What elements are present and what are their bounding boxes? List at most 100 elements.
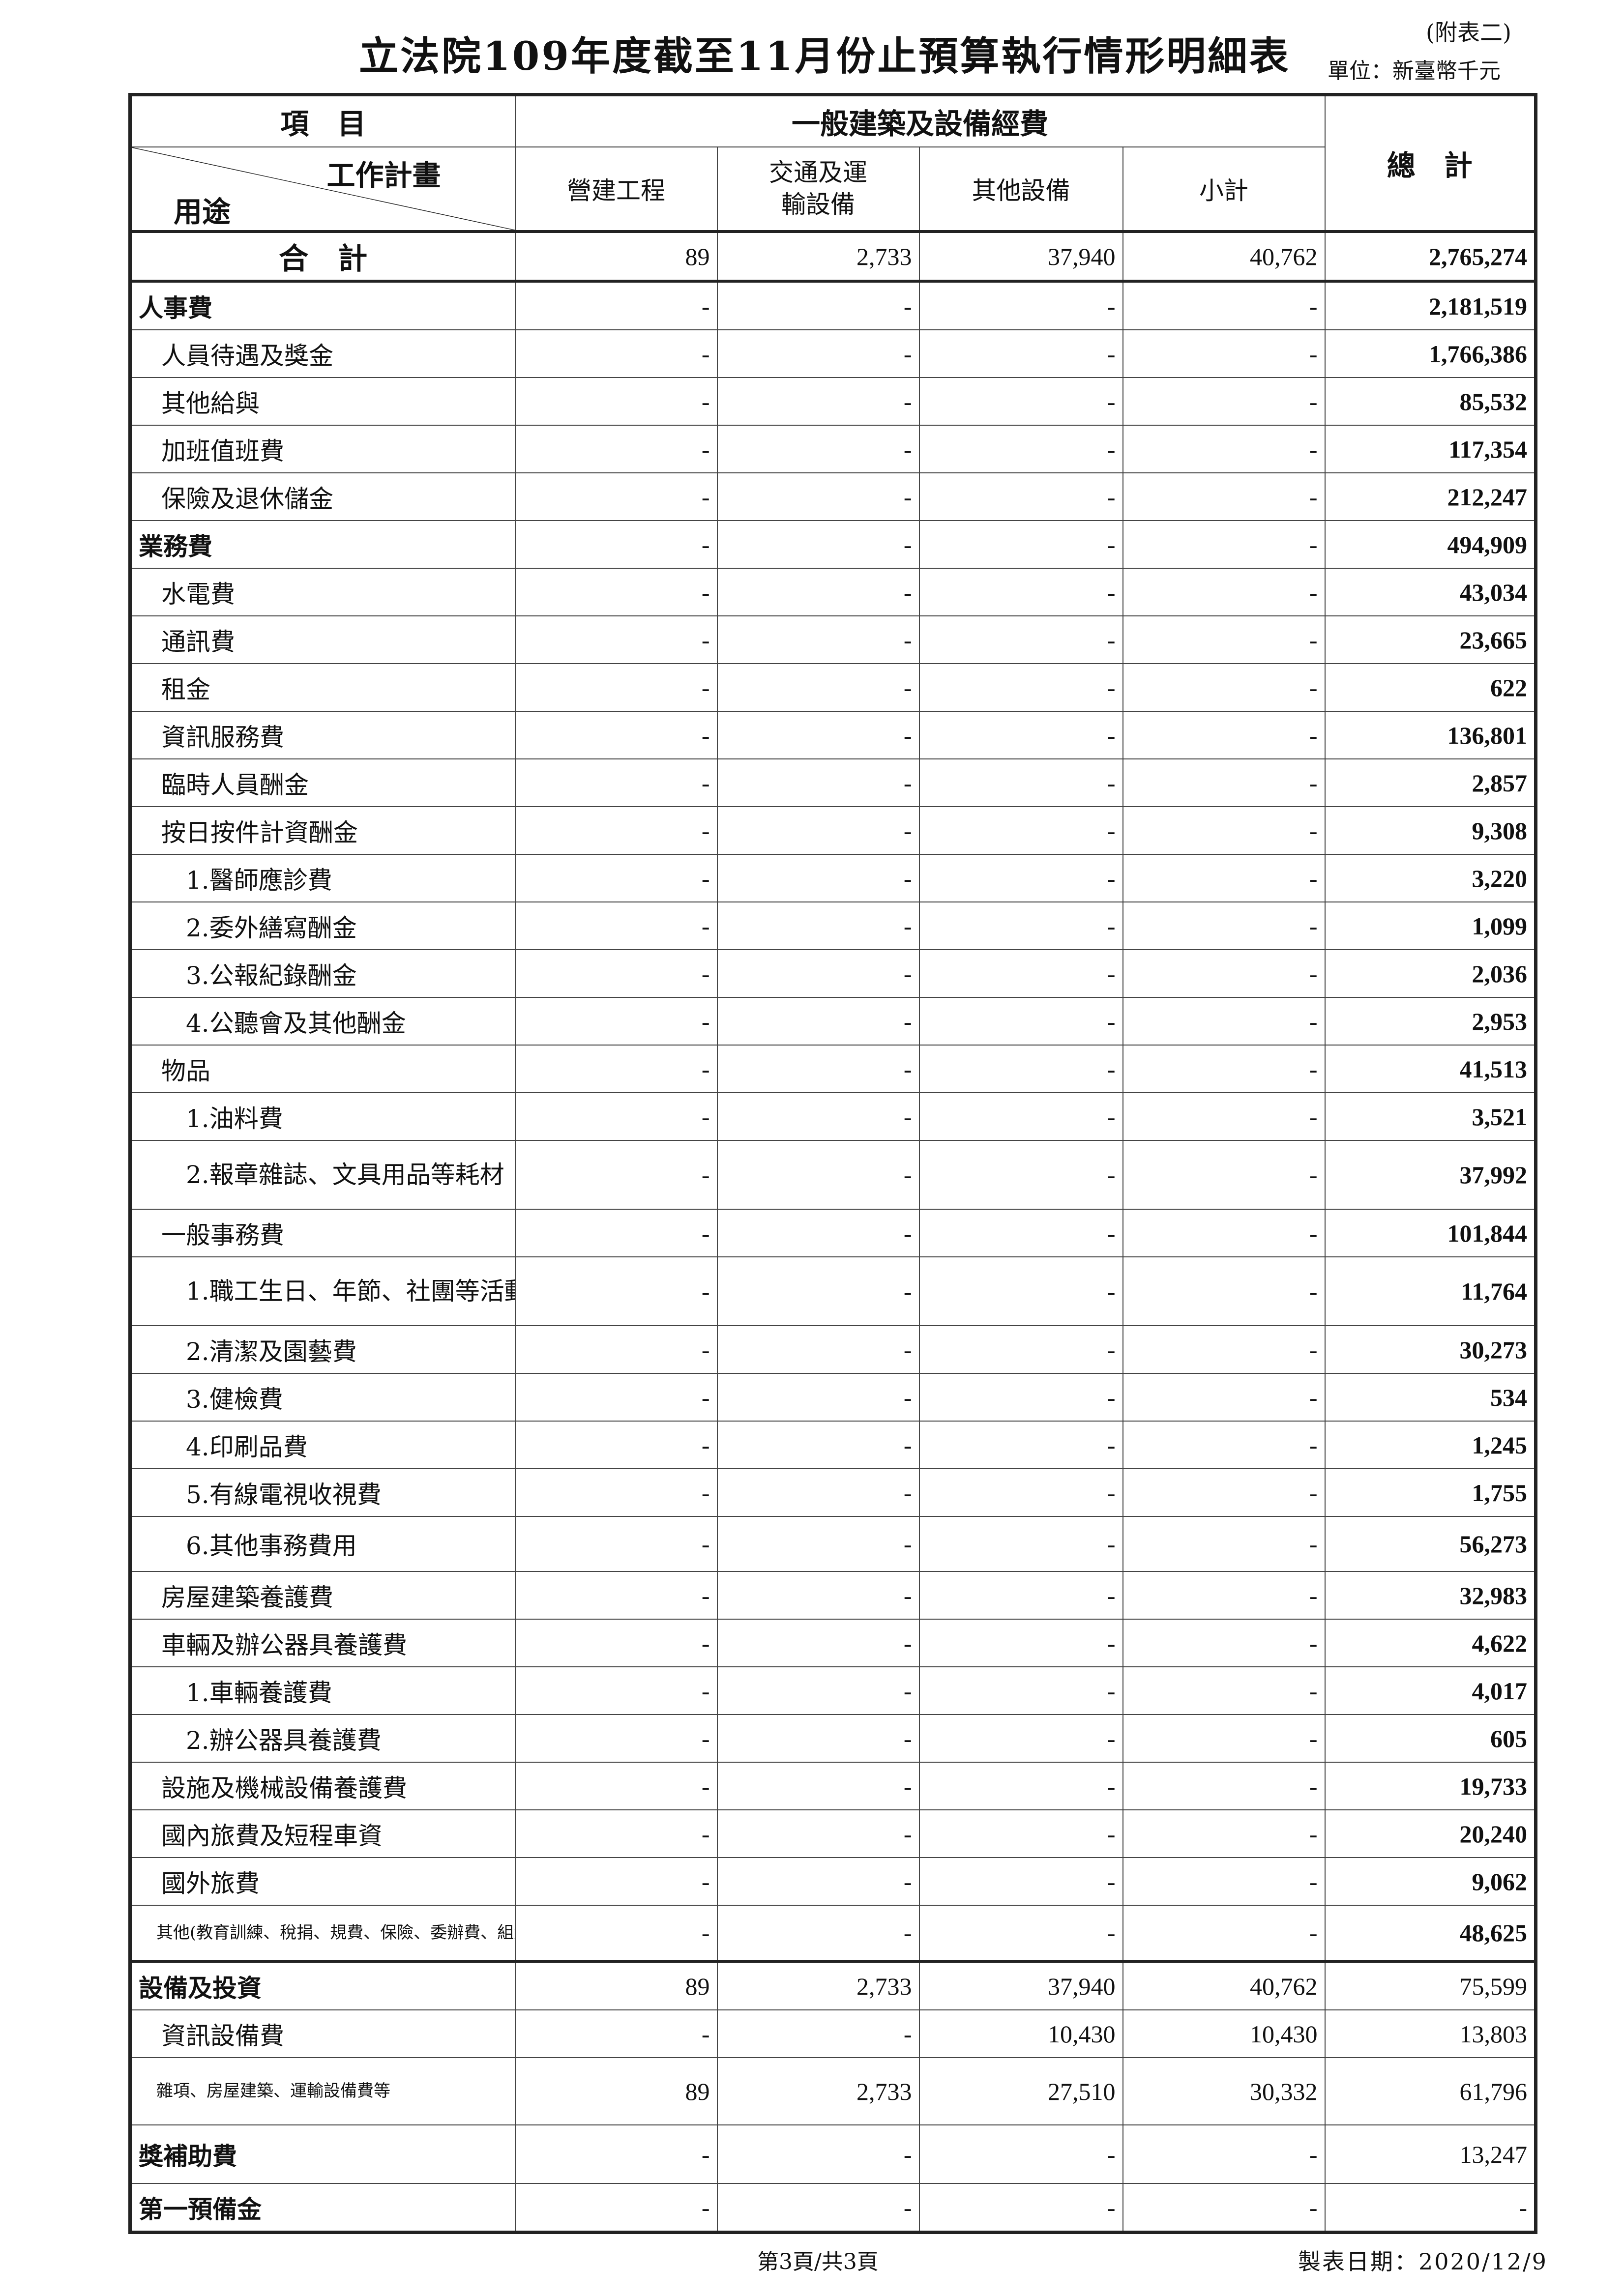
cell-value: - xyxy=(716,1092,920,1141)
cell-value: - xyxy=(716,1619,920,1667)
cell-value: - xyxy=(716,1209,920,1257)
cell-value: - xyxy=(918,663,1123,712)
row-label: 車輛及辦公器具養護費 xyxy=(129,1619,516,1667)
cell-value: 10,430 xyxy=(918,2009,1123,2058)
table-row: 人事費 - - - -2,181,519 xyxy=(129,280,1536,330)
row-label: 1.職工生日、年節、社團等活動 xyxy=(129,1256,516,1326)
table-row: 3.健檢費 - - - -534 xyxy=(129,1373,1536,1422)
cell-value: - xyxy=(716,2009,920,2058)
cell-value: - xyxy=(1122,1045,1326,1093)
cell-value: - xyxy=(514,1325,718,1374)
cell-value: - xyxy=(716,1373,920,1422)
table-row: 按日按件計資酬金 - - - -9,308 xyxy=(129,806,1536,855)
cell-value: - xyxy=(1122,520,1326,569)
cell-total: 2,181,519 xyxy=(1324,280,1536,330)
table-row: 設施及機械設備養護費 - - - -19,733 xyxy=(129,1762,1536,1810)
table-row: 水電費 - - - -43,034 xyxy=(129,568,1536,616)
table-row: 業務費 - - - -494,909 xyxy=(129,520,1536,569)
cell-value: - xyxy=(1122,1092,1326,1141)
row-label: 資訊服務費 xyxy=(129,711,516,759)
cell-value: - xyxy=(514,377,718,426)
cell-value: - xyxy=(514,2183,718,2233)
cell-total: 2,036 xyxy=(1324,949,1536,998)
cell-value: - xyxy=(716,1809,920,1858)
cell-value: - xyxy=(1122,1209,1326,1257)
table-row: 人員待遇及獎金 - - - -1,766,386 xyxy=(129,329,1536,378)
table-row: 6.其他事務費用 - - - -56,273 xyxy=(129,1516,1536,1572)
row-label: 設備及投資 xyxy=(129,1960,516,2010)
row-label: 5.有線電視收視費 xyxy=(129,1468,516,1517)
cell-total: 37,992 xyxy=(1324,1140,1536,1210)
cell-value: - xyxy=(918,758,1123,807)
cell-value: - xyxy=(514,2009,718,2058)
cell-total: 2,857 xyxy=(1324,758,1536,807)
row-label: 房屋建築養護費 xyxy=(129,1571,516,1620)
row-label: 4.公聽會及其他酬金 xyxy=(129,997,516,1046)
cell-value: 40,762 xyxy=(1122,230,1326,282)
cell-value: - xyxy=(514,1857,718,1906)
table-row: 5.有線電視收視費 - - - -1,755 xyxy=(129,1468,1536,1517)
row-label: 2.辦公器具養護費 xyxy=(129,1714,516,1763)
cell-value: - xyxy=(918,1468,1123,1517)
row-label: 業務費 xyxy=(129,520,516,569)
cell-value: - xyxy=(1122,1809,1326,1858)
cell-value: - xyxy=(1122,1468,1326,1517)
cell-value: - xyxy=(514,2124,718,2184)
cell-value: - xyxy=(514,806,718,855)
cell-value: - xyxy=(918,1325,1123,1374)
table-row: 車輛及辦公器具養護費 - - - -4,622 xyxy=(129,1619,1536,1667)
cell-value: - xyxy=(918,1809,1123,1858)
cell-value: - xyxy=(1122,2183,1326,2233)
row-label: 租金 xyxy=(129,663,516,712)
cell-value: - xyxy=(918,1256,1123,1326)
cell-total: 212,247 xyxy=(1324,472,1536,521)
cell-value: 89 xyxy=(514,2057,718,2125)
table-row: 設備及投資 89 2,733 37,940 40,762 75,599 xyxy=(129,1960,1536,2010)
cell-value: - xyxy=(716,1468,920,1517)
table-row: 物品 - - - -41,513 xyxy=(129,1045,1536,1093)
cell-total: 1,755 xyxy=(1324,1468,1536,1517)
cell-value: - xyxy=(514,711,718,759)
table-row: 一般事務費 - - - -101,844 xyxy=(129,1209,1536,1257)
row-label: 3.健檢費 xyxy=(129,1373,516,1422)
table-row: 4.印刷品費 - - - -1,245 xyxy=(129,1421,1536,1469)
cell-value: 2,733 xyxy=(716,1960,920,2010)
cell-value: - xyxy=(1122,1516,1326,1572)
row-label: 物品 xyxy=(129,1045,516,1093)
cell-total: 605 xyxy=(1324,1714,1536,1763)
cell-value: - xyxy=(1122,1373,1326,1422)
cell-value: - xyxy=(918,568,1123,616)
row-label: 水電費 xyxy=(129,568,516,616)
cell-value: - xyxy=(1122,711,1326,759)
table-row: 國內旅費及短程車資 - - - -20,240 xyxy=(129,1809,1536,1858)
cell-value: - xyxy=(918,1045,1123,1093)
cell-value: - xyxy=(716,1905,920,1962)
column-header: 交通及運輸設備 xyxy=(716,146,920,232)
row-label: 其他給與 xyxy=(129,377,516,426)
table-row: 雜項、房屋建築、運輸設備費等 89 2,733 27,510 30,332 61,796 xyxy=(129,2057,1536,2125)
cell-value: - xyxy=(918,901,1123,950)
row-label: 1.醫師應診費 xyxy=(129,854,516,902)
cell-value: 10,430 xyxy=(1122,2009,1326,2058)
row-label: 2.委外繕寫酬金 xyxy=(129,901,516,950)
cell-value: - xyxy=(716,1325,920,1374)
cell-value: - xyxy=(1122,1714,1326,1763)
diagonal-line xyxy=(132,148,514,230)
cell-value: - xyxy=(716,472,920,521)
cell-value: - xyxy=(716,425,920,473)
cell-value: - xyxy=(716,1045,920,1093)
cell-value: - xyxy=(918,1714,1123,1763)
cell-value: - xyxy=(716,1516,920,1572)
row-label: 其他(教育訓練、稅捐、規費、保險、委辦費、組織會費及特別費等) xyxy=(129,1905,516,1962)
cell-value: - xyxy=(918,1516,1123,1572)
cell-total: 2,953 xyxy=(1324,997,1536,1046)
cell-value: - xyxy=(1122,758,1326,807)
cell-total: 32,983 xyxy=(1324,1571,1536,1620)
cell-value: 37,940 xyxy=(918,1960,1123,2010)
cell-value: - xyxy=(1122,1666,1326,1715)
cell-value: - xyxy=(514,1619,718,1667)
table-row: 房屋建築養護費 - - - -32,983 xyxy=(129,1571,1536,1620)
cell-value: - xyxy=(716,1421,920,1469)
cell-value: - xyxy=(514,1571,718,1620)
row-label: 3.公報紀錄酬金 xyxy=(129,949,516,998)
